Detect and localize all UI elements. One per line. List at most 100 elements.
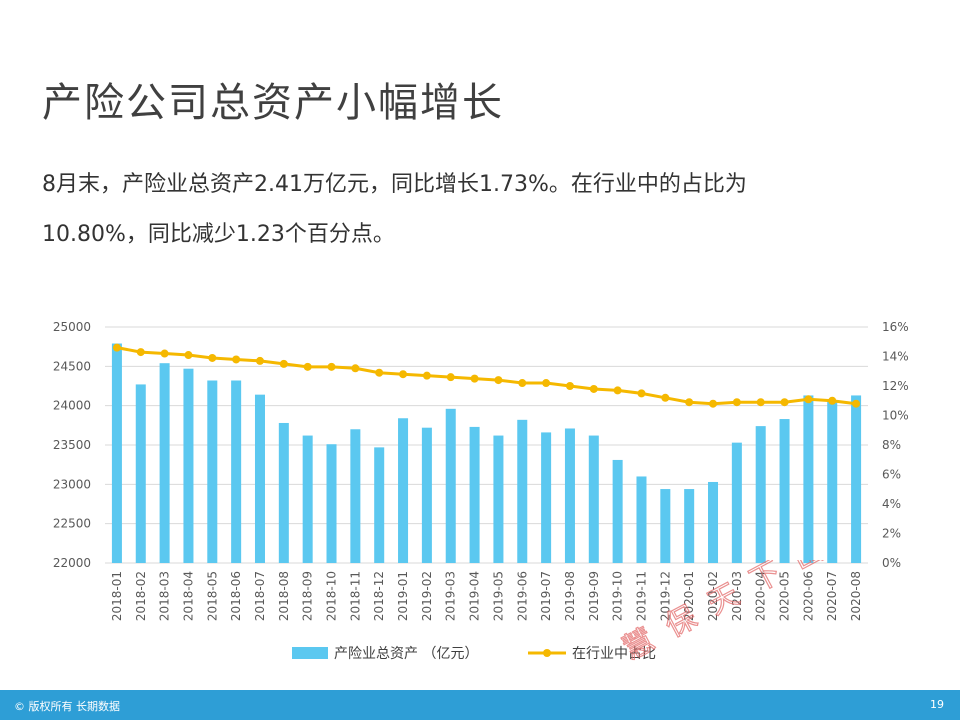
x-tick-label: 2020-02 [706,571,720,621]
legend-label-line: 在行业中占比 [572,646,656,662]
x-tick-label: 2018-03 [158,571,172,621]
x-tick-label: 2020-07 [825,571,839,621]
share-line [116,346,857,406]
right-tick-label: 10% [882,409,909,423]
bar [493,435,504,563]
line-point [184,351,193,360]
line-point [470,374,479,383]
bar [588,435,599,563]
left-tick-label: 23000 [53,477,91,491]
line-point [756,398,765,407]
line-point [565,382,574,390]
x-tick-label: 2019-07 [539,571,553,621]
bar [183,368,194,563]
x-tick-label: 2018-07 [253,571,267,621]
bar [207,380,218,563]
line-point [613,386,622,395]
line-point [255,356,264,365]
line-point [685,398,694,407]
line-point [518,379,527,388]
chart-legend: 产险业总资产 （亿元） 在行业中占比 [292,646,656,662]
line-point [375,368,384,377]
right-tick-label: 12% [882,379,909,393]
x-tick-label: 2019-06 [515,571,529,621]
chart-gridlines [105,326,868,564]
bar [231,380,242,563]
footer-copyright: © 版权所有 长期数据 [14,700,120,713]
right-tick-label: 0% [882,556,901,570]
line-point [327,362,336,371]
bar [326,444,337,563]
bar [803,395,814,563]
bar [564,428,575,563]
bar [135,384,146,563]
x-tick-label: 2018-10 [325,571,339,621]
x-tick-label: 2018-02 [134,571,148,621]
x-tick-label: 2019-10 [611,571,625,621]
bar [779,419,790,563]
x-tick-label: 2018-05 [205,571,219,621]
line-point [828,396,837,405]
line-point [637,389,646,398]
x-tick-label: 2018-06 [229,571,243,621]
line-point [422,371,431,380]
x-tick-label: 2020-06 [801,571,815,621]
line-point [279,359,288,368]
line-point [804,395,813,404]
left-tick-label: 24500 [53,359,91,373]
x-tick-label: 2019-12 [658,571,672,621]
line-point [494,376,503,385]
bar [374,447,385,563]
x-tick-label: 2020-04 [754,571,768,621]
legend-label-bar: 产险业总资产 （亿元） [334,646,478,662]
x-tick-label: 2018-12 [372,571,386,621]
summary-line-2: 10.80%，同比减少1.23个百分点。 [42,222,395,247]
right-tick-label: 8% [882,438,901,452]
page-number: 19 [930,698,944,711]
line-point [780,398,789,407]
bar [660,489,671,563]
right-tick-label: 4% [882,497,901,511]
x-tick-label: 2018-08 [277,571,291,621]
bar [731,442,742,563]
x-tick-label: 2020-08 [849,571,863,621]
bar-series [111,343,862,563]
combo-chart: 22000 22500 23000 23500 24000 24500 25000 0% 2%… [53,320,909,662]
line-point [542,379,551,388]
bar [708,481,719,563]
x-tick-label: 2018-09 [301,571,315,621]
x-axis-labels: 2018-01 2018-02 2018-03 2018-04 2018-05 2018-… [110,571,863,621]
bar [851,395,862,563]
x-tick-label: 2018-04 [181,571,195,621]
line-point [136,348,145,357]
line-point [709,399,718,408]
left-tick-label: 24000 [53,399,91,413]
right-tick-label: 16% [882,320,909,334]
legend-swatch-bar [292,647,328,659]
bar [398,418,409,563]
line-point [732,398,741,407]
bar [469,426,480,563]
bar [827,400,838,563]
line-point [852,399,861,408]
right-tick-label: 2% [882,527,901,541]
legend-swatch-marker [543,649,551,657]
x-tick-label: 2019-05 [491,571,505,621]
bar [302,435,313,563]
x-tick-label: 2019-02 [420,571,434,621]
summary-line-1: 8月末，产险业总资产2.41万亿元，同比增长1.73%。在行业中的占比为 [42,172,747,197]
x-tick-label: 2019-01 [396,571,410,621]
line-point [232,355,241,364]
x-tick-label: 2019-03 [444,571,458,621]
bar [517,419,528,563]
x-tick-label: 2020-01 [682,571,696,621]
line-point [303,362,312,371]
line-point [661,393,670,402]
x-tick-label: 2019-04 [468,571,482,621]
left-tick-label: 22000 [53,556,91,570]
right-axis-labels: 0% 2% 4% 6% 8% 10% 12% 14% 16% [882,320,909,570]
x-tick-label: 2020-03 [730,571,744,621]
bar [612,459,623,563]
page-title: 产险公司总资产小幅增长 [42,80,504,126]
bar [421,427,432,563]
